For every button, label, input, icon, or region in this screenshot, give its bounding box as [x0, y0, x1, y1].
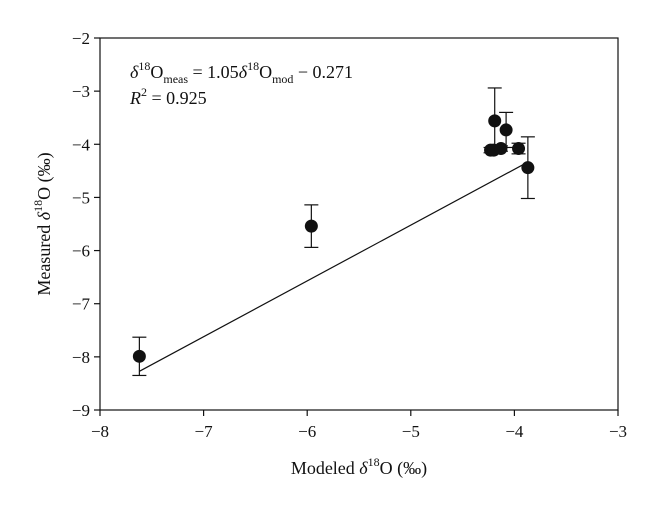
y-axis-title-sup: 18 — [31, 200, 45, 212]
x-tick-label: −7 — [195, 422, 214, 441]
x-tick-label: −3 — [609, 422, 627, 441]
x-tick-label: −4 — [505, 422, 524, 441]
equation-o-meas: O — [150, 62, 163, 82]
y-tick-label: −3 — [72, 82, 90, 101]
error-bars-layer — [132, 87, 535, 377]
equation-intercept: − 0.271 — [293, 62, 353, 82]
x-axis-title-delta: δ — [359, 458, 368, 478]
equation-delta-meas: δ — [130, 62, 139, 82]
equation-sup-mod: 18 — [247, 59, 259, 73]
plot-frame — [99, 37, 619, 411]
x-axis-title: Modeled δ18O (‰) — [291, 455, 427, 479]
x-tick-label: −6 — [298, 422, 316, 441]
data-point — [512, 142, 526, 156]
equation-sub-meas: meas — [163, 72, 188, 86]
equation-slope: = 1.05 — [188, 62, 239, 82]
x-axis-title-suffix: O (‰) — [380, 458, 428, 479]
y-axis-ticks: −9 −8 −7 −6 −5 −4 −3 −2 — [72, 29, 100, 420]
regression-line-layer — [139, 161, 529, 372]
y-tick-label: −7 — [72, 295, 91, 314]
equation-delta-mod: δ — [239, 62, 248, 82]
data-point — [499, 123, 513, 137]
data-point — [488, 114, 502, 128]
x-axis-title-prefix: Modeled — [291, 458, 359, 478]
equation-sup-meas: 18 — [138, 59, 150, 73]
data-point — [304, 219, 318, 233]
y-tick-label: −8 — [72, 348, 90, 367]
equation-o-mod: O — [259, 62, 272, 82]
equation-sub-mod: mod — [272, 72, 293, 86]
y-axis-title-prefix: Measured — [34, 220, 54, 295]
x-tick-label: −8 — [91, 422, 109, 441]
y-tick-label: −5 — [72, 188, 90, 207]
x-axis-title-sup: 18 — [368, 455, 380, 469]
x-tick-label: −5 — [402, 422, 420, 441]
data-point — [132, 349, 146, 363]
regression-line — [139, 161, 529, 372]
r-squared-sup: 2 — [141, 85, 147, 99]
data-point — [521, 161, 535, 175]
y-axis-title-suffix: O (‰) — [34, 152, 55, 200]
data-point — [494, 142, 508, 156]
x-axis-ticks: −8 −7 −6 −5 −4 −3 — [91, 410, 627, 441]
r-squared-label: R2 = 0.925 — [129, 85, 207, 108]
y-tick-label: −9 — [72, 401, 90, 420]
data-points-layer — [132, 114, 535, 363]
y-tick-label: −4 — [72, 135, 91, 154]
r-squared-r: R — [129, 88, 141, 108]
y-axis-title-delta: δ — [34, 211, 54, 220]
regression-equation: δ18Omeas = 1.05δ18Omod − 0.271 — [130, 59, 353, 86]
r-squared-value: = 0.925 — [147, 88, 207, 108]
y-axis-title: Measured δ18O (‰) — [31, 152, 55, 295]
y-tick-label: −6 — [72, 242, 90, 261]
y-tick-label: −2 — [72, 29, 90, 48]
